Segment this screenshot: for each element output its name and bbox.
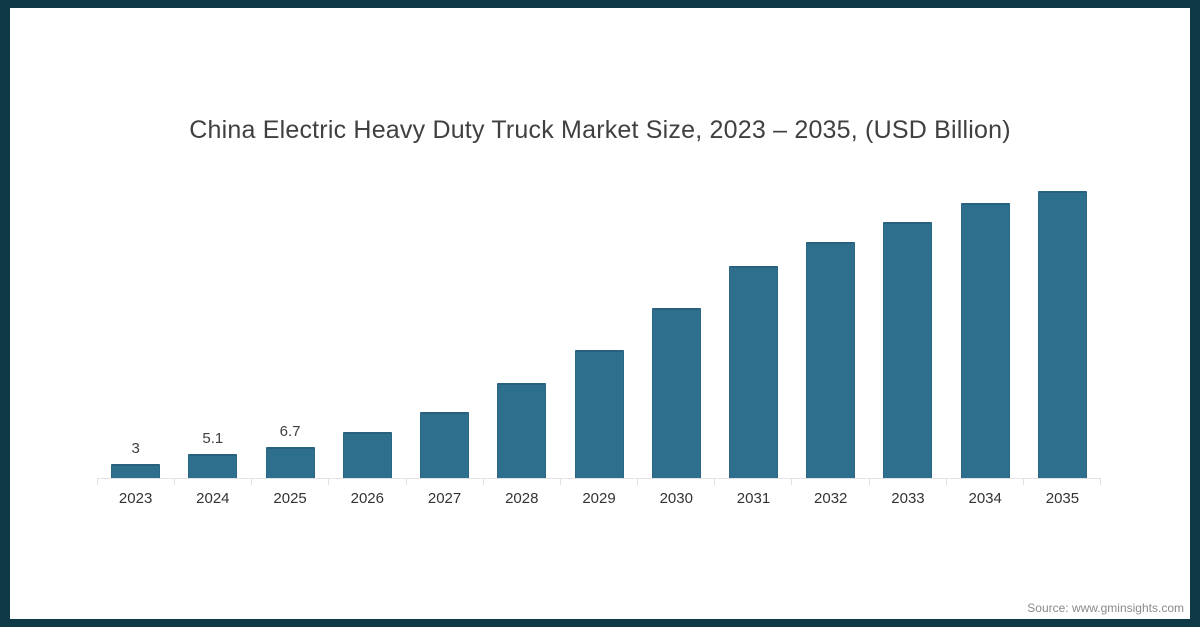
bar-2026 [342, 432, 392, 478]
bar-2031 [728, 266, 778, 478]
bar-2023 [111, 464, 161, 478]
x-tick-label-2032: 2032 [814, 490, 848, 507]
bar-2035 [1037, 191, 1087, 478]
x-tick-label-2030: 2030 [659, 490, 693, 507]
axis-tick [715, 479, 793, 485]
axis-tick [947, 479, 1024, 485]
bar-column-2031 [715, 266, 792, 478]
bar-value-label-2025: 6.7 [279, 423, 301, 440]
source-credit: Source: www.gminsights.com [1027, 601, 1184, 615]
axis-tick [175, 479, 253, 485]
chart-title: China Electric Heavy Duty Truck Market S… [189, 116, 1011, 144]
x-tick-label-2027: 2027 [427, 490, 462, 507]
x-tick-label-2028: 2028 [505, 490, 539, 507]
bar-2030 [651, 308, 701, 478]
bar-column-2032 [792, 242, 869, 478]
x-tick-label-2035: 2035 [1045, 490, 1080, 507]
axis-tick [1024, 479, 1102, 485]
x-axis-line [97, 478, 1102, 485]
bar-2034 [960, 203, 1010, 478]
bar-column-2023: 3 [97, 441, 174, 478]
axis-tick [329, 479, 407, 485]
axis-tick [792, 479, 870, 485]
axis-tick [407, 479, 484, 485]
x-tick-label-2034: 2034 [968, 490, 1002, 507]
x-tick-label-2023: 2023 [118, 490, 153, 507]
bar-column-2035 [1024, 191, 1101, 478]
axis-tick [561, 479, 639, 485]
bar-column-2033 [869, 222, 946, 478]
bar-value-label-2024: 5.1 [202, 430, 224, 447]
bar-column-2027 [406, 412, 483, 478]
bar-2027 [420, 412, 470, 478]
x-tick-label-2024: 2024 [196, 490, 230, 507]
axis-tick [97, 479, 176, 485]
axis-tick [638, 479, 716, 485]
plot-area: 3 5.1 6.7 [97, 8, 1101, 478]
bar-column-2029 [560, 350, 637, 478]
bar-column-2034 [947, 203, 1024, 478]
bar-value-label-2023: 3 [131, 440, 140, 457]
bar-2024 [188, 454, 238, 478]
bar-column-2030 [638, 308, 715, 478]
x-tick-label-2025: 2025 [273, 490, 307, 507]
x-tick-label-2026: 2026 [350, 490, 384, 507]
x-tick-label-2031: 2031 [736, 490, 771, 507]
x-tick-label-2033: 2033 [891, 490, 925, 507]
bar-2032 [806, 242, 856, 478]
bar-2029 [574, 350, 624, 478]
bar-column-2026 [329, 432, 406, 478]
bar-2033 [883, 222, 933, 478]
x-axis-labels: 2023 2024 2025 2026 2027 2028 2029 2030 2031 2032… [97, 490, 1101, 507]
x-tick-label-2029: 2029 [582, 490, 616, 507]
bar-2025 [265, 447, 315, 478]
bar-column-2025: 6.7 [251, 424, 328, 478]
bar-2028 [497, 383, 547, 478]
bar-column-2028 [483, 383, 560, 478]
axis-tick [484, 479, 561, 485]
axis-tick [252, 479, 330, 485]
axis-tick [870, 479, 947, 485]
bar-column-2024: 5.1 [174, 431, 251, 478]
